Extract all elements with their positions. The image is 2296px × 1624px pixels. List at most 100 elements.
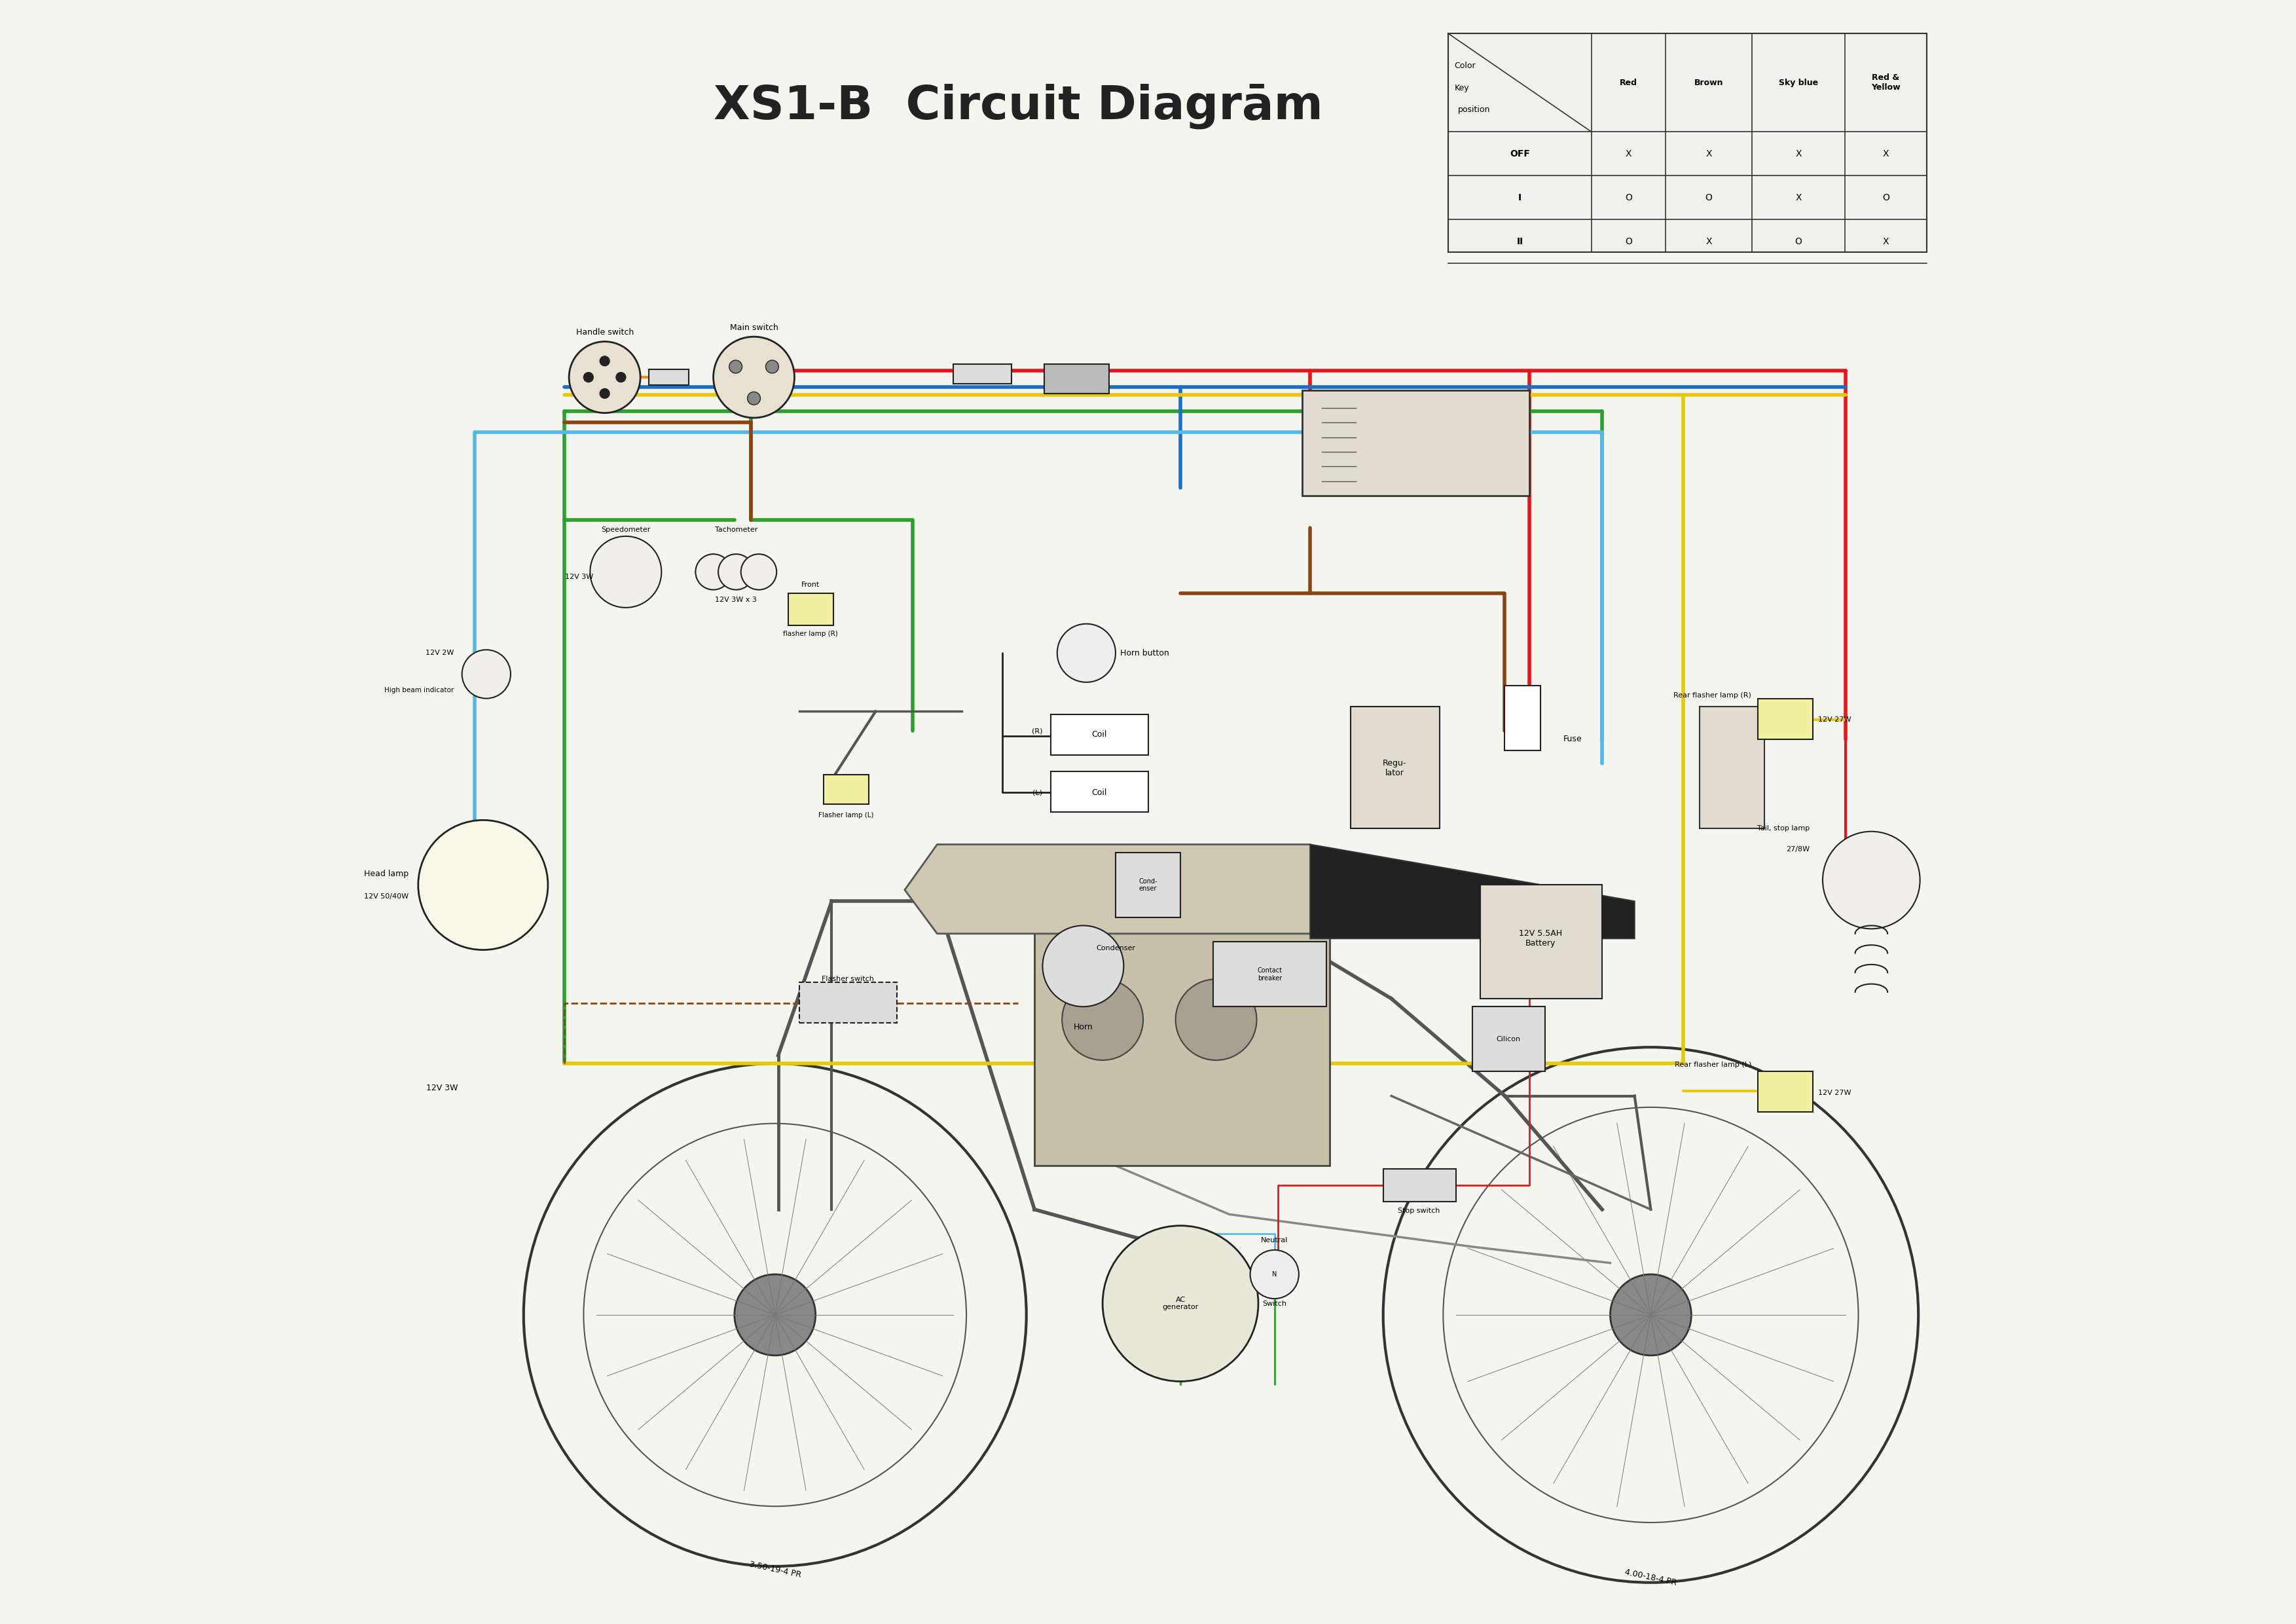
- Bar: [1472, 1007, 1545, 1072]
- Text: Front: Front: [801, 581, 820, 588]
- Circle shape: [599, 356, 608, 365]
- Bar: [1759, 698, 1814, 739]
- Text: N: N: [1272, 1272, 1277, 1278]
- Text: Horn: Horn: [1075, 1023, 1093, 1031]
- Text: Condenser: Condenser: [1095, 945, 1134, 952]
- Text: 12V 2W: 12V 2W: [425, 650, 455, 656]
- Text: Stop switch: Stop switch: [1398, 1208, 1440, 1215]
- Text: position: position: [1458, 106, 1490, 114]
- Text: 4.00-18-4 PR: 4.00-18-4 PR: [1623, 1569, 1678, 1587]
- Circle shape: [1609, 1275, 1692, 1356]
- Text: XS1-B  Circuit Diagrām: XS1-B Circuit Diagrām: [714, 83, 1322, 128]
- Bar: [1302, 390, 1529, 495]
- Circle shape: [1056, 624, 1116, 682]
- Circle shape: [735, 1275, 815, 1356]
- Text: Neutral: Neutral: [1261, 1237, 1288, 1244]
- Text: (L): (L): [1033, 789, 1042, 796]
- Circle shape: [583, 372, 592, 382]
- Bar: [799, 983, 898, 1023]
- Bar: [1212, 942, 1327, 1007]
- Text: Rear flasher lamp (R): Rear flasher lamp (R): [1674, 692, 1752, 698]
- Text: 12V 27W: 12V 27W: [1818, 716, 1851, 723]
- Circle shape: [461, 650, 510, 698]
- Text: X: X: [1706, 149, 1713, 159]
- Bar: [647, 369, 689, 385]
- Text: Contact
breaker: Contact breaker: [1258, 968, 1281, 981]
- Circle shape: [1063, 979, 1143, 1060]
- Bar: [788, 593, 833, 625]
- Bar: [1052, 715, 1148, 755]
- Circle shape: [730, 361, 742, 374]
- Text: Coil: Coil: [1091, 788, 1107, 797]
- Polygon shape: [1311, 844, 1635, 939]
- Text: 27/8W: 27/8W: [1786, 846, 1809, 853]
- Circle shape: [599, 388, 608, 398]
- Circle shape: [742, 554, 776, 590]
- Text: Tail, stop lamp: Tail, stop lamp: [1756, 825, 1809, 831]
- Circle shape: [590, 536, 661, 607]
- Text: Red: Red: [1619, 78, 1637, 86]
- Text: Switch: Switch: [1263, 1301, 1286, 1307]
- Bar: [1052, 771, 1148, 812]
- Text: 12V 27W: 12V 27W: [1818, 1090, 1851, 1096]
- Bar: [1035, 882, 1329, 1166]
- Text: Cilicon: Cilicon: [1497, 1036, 1520, 1043]
- Polygon shape: [905, 844, 1394, 934]
- Bar: [1759, 1072, 1814, 1112]
- Circle shape: [569, 341, 641, 412]
- Text: X: X: [1795, 193, 1802, 201]
- Text: Brown: Brown: [1694, 78, 1724, 86]
- Text: O: O: [1706, 193, 1713, 201]
- Circle shape: [1102, 1226, 1258, 1382]
- Text: Tachometer: Tachometer: [714, 526, 758, 533]
- Text: II: II: [1515, 237, 1522, 245]
- Text: O: O: [1795, 237, 1802, 245]
- Circle shape: [418, 820, 549, 950]
- Bar: [1382, 1169, 1456, 1202]
- Circle shape: [748, 391, 760, 404]
- Circle shape: [1042, 926, 1123, 1007]
- Bar: [1045, 364, 1109, 393]
- Bar: [1116, 853, 1180, 918]
- Circle shape: [765, 361, 778, 374]
- Text: O: O: [1883, 193, 1890, 201]
- Text: Key: Key: [1456, 83, 1469, 93]
- Text: 12V 3W: 12V 3W: [427, 1083, 457, 1091]
- Text: Horn button: Horn button: [1120, 648, 1169, 658]
- Text: Speedometer: Speedometer: [602, 526, 650, 533]
- Text: flasher lamp (R): flasher lamp (R): [783, 630, 838, 637]
- Bar: [1350, 706, 1440, 828]
- Bar: [953, 364, 1013, 383]
- Text: High beam indicator: High beam indicator: [383, 687, 455, 693]
- Text: 12V 50/40W: 12V 50/40W: [363, 893, 409, 900]
- Text: Red &
Yellow: Red & Yellow: [1871, 73, 1901, 93]
- Text: X: X: [1795, 149, 1802, 159]
- Text: Fuse: Fuse: [1564, 734, 1582, 744]
- Bar: [824, 775, 870, 804]
- Text: Flasher lamp (L): Flasher lamp (L): [820, 812, 875, 818]
- Text: Flasher switch: Flasher switch: [822, 976, 875, 983]
- Circle shape: [714, 336, 794, 417]
- Text: X: X: [1883, 237, 1890, 245]
- Text: Color: Color: [1456, 62, 1476, 70]
- Bar: [1699, 706, 1763, 828]
- Text: 3.50-19-4 PR: 3.50-19-4 PR: [748, 1561, 801, 1579]
- Text: Handle switch: Handle switch: [576, 328, 634, 336]
- Circle shape: [1176, 979, 1256, 1060]
- Text: 12V 3W: 12V 3W: [565, 573, 592, 580]
- Text: X: X: [1626, 149, 1632, 159]
- Text: AC
generator: AC generator: [1162, 1296, 1199, 1311]
- Text: Coil: Coil: [1091, 729, 1107, 739]
- Text: Head lamp: Head lamp: [363, 869, 409, 879]
- Text: Cond-
enser: Cond- enser: [1139, 879, 1157, 892]
- Text: X: X: [1706, 237, 1713, 245]
- Circle shape: [719, 554, 753, 590]
- Text: 12V 5.5AH
Battery: 12V 5.5AH Battery: [1520, 929, 1561, 948]
- Circle shape: [696, 554, 730, 590]
- Text: Main switch: Main switch: [730, 323, 778, 331]
- Text: O: O: [1626, 237, 1632, 245]
- Text: (R): (R): [1031, 728, 1042, 734]
- Circle shape: [615, 372, 627, 382]
- Text: 12V 3W x 3: 12V 3W x 3: [714, 596, 758, 603]
- Text: Regu-
lator: Regu- lator: [1382, 758, 1407, 778]
